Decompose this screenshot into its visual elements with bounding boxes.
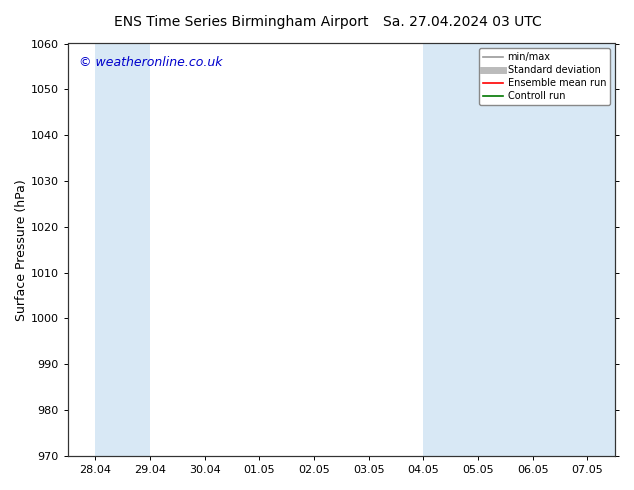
- Text: Sa. 27.04.2024 03 UTC: Sa. 27.04.2024 03 UTC: [384, 15, 542, 29]
- Y-axis label: Surface Pressure (hPa): Surface Pressure (hPa): [15, 179, 28, 320]
- Bar: [533, 44, 615, 456]
- Text: ENS Time Series Birmingham Airport: ENS Time Series Birmingham Airport: [113, 15, 368, 29]
- Bar: [424, 44, 533, 456]
- Text: © weatheronline.co.uk: © weatheronline.co.uk: [79, 56, 223, 69]
- Bar: [95, 44, 150, 456]
- Legend: min/max, Standard deviation, Ensemble mean run, Controll run: min/max, Standard deviation, Ensemble me…: [479, 49, 610, 105]
